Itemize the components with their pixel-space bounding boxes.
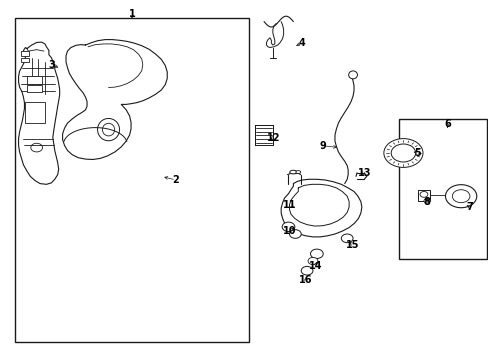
Circle shape — [451, 190, 469, 203]
Bar — [20, 51, 29, 56]
Bar — [417, 190, 429, 201]
Bar — [27, 85, 41, 92]
Text: 1: 1 — [128, 9, 135, 19]
Text: 7: 7 — [465, 202, 472, 212]
Circle shape — [282, 222, 294, 231]
Text: 2: 2 — [172, 175, 179, 185]
Ellipse shape — [289, 170, 297, 174]
Text: 3: 3 — [48, 60, 55, 70]
Ellipse shape — [295, 171, 300, 174]
Text: 14: 14 — [308, 261, 322, 271]
Text: 5: 5 — [414, 148, 421, 158]
Ellipse shape — [348, 71, 357, 79]
Circle shape — [289, 230, 301, 238]
Text: 10: 10 — [283, 226, 296, 236]
Circle shape — [307, 257, 317, 265]
Circle shape — [383, 139, 422, 167]
Bar — [254, 125, 273, 145]
Circle shape — [445, 185, 476, 208]
Ellipse shape — [102, 123, 114, 136]
Text: 16: 16 — [298, 275, 312, 285]
Circle shape — [423, 199, 429, 203]
Text: 8: 8 — [422, 197, 429, 207]
Bar — [398, 119, 486, 259]
Text: 11: 11 — [283, 200, 296, 210]
Text: 13: 13 — [357, 168, 370, 178]
Ellipse shape — [98, 118, 119, 141]
Circle shape — [341, 234, 352, 243]
Circle shape — [310, 249, 323, 258]
Text: 4: 4 — [298, 38, 305, 48]
Circle shape — [301, 266, 312, 275]
Circle shape — [31, 143, 42, 152]
Bar — [20, 58, 29, 62]
Text: 12: 12 — [266, 132, 280, 143]
Bar — [15, 18, 249, 342]
Text: 9: 9 — [319, 141, 325, 151]
Text: 6: 6 — [443, 119, 450, 129]
Bar — [25, 102, 45, 123]
Text: 15: 15 — [346, 240, 359, 250]
Circle shape — [390, 144, 415, 162]
Bar — [27, 76, 41, 84]
Circle shape — [419, 192, 427, 197]
